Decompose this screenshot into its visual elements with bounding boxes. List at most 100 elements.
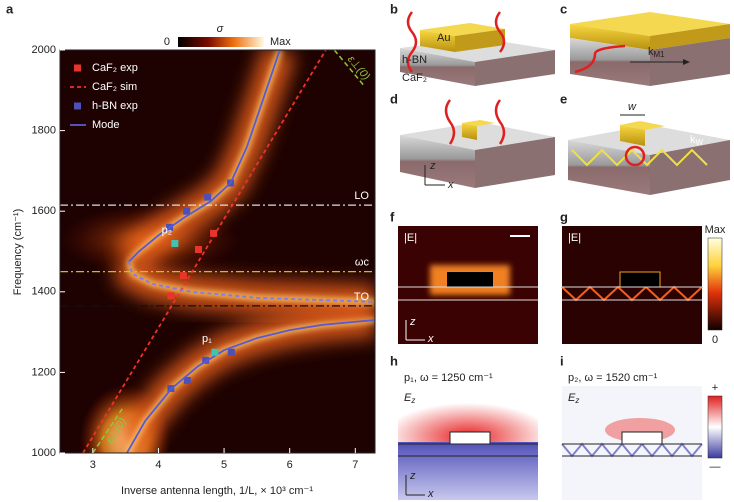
antenna-front [420, 30, 455, 52]
marker [179, 272, 187, 280]
field-e: E [568, 392, 576, 404]
slab-top [400, 122, 555, 150]
panel-label: h [390, 353, 398, 368]
legend-label: h-BN exp [92, 100, 138, 112]
slab-front [570, 38, 650, 86]
wavevector: kW [690, 134, 704, 147]
arrow-head [683, 59, 690, 65]
marker [211, 348, 219, 356]
point-label: p₁ [202, 333, 212, 345]
line [128, 261, 375, 303]
marker [183, 207, 191, 215]
axis-z: z [409, 316, 416, 328]
label-hbn: h-BN [402, 54, 427, 66]
marker [194, 245, 202, 253]
y-tick-label: 1400 [32, 286, 56, 298]
antenna [619, 271, 661, 288]
panel-label: a [6, 1, 14, 16]
slab-front [400, 48, 475, 86]
x-tick-label: 6 [287, 459, 293, 471]
marker [202, 356, 210, 364]
panel-label: e [560, 91, 567, 106]
panel-label: g [560, 209, 568, 224]
antenna [621, 431, 663, 445]
label-caf2: CaF₂ [402, 72, 427, 84]
field-loop [624, 145, 646, 167]
antenna-top [620, 121, 665, 130]
colorbar-min: 0 [712, 334, 718, 346]
field-sub: z [574, 396, 579, 405]
marker [171, 239, 179, 247]
antenna [449, 431, 491, 445]
y-tick-label: 2000 [32, 44, 56, 56]
antenna-side [455, 29, 505, 52]
axis-x: x [427, 488, 434, 500]
panel-title: p₂, ω = 1520 cm⁻¹ [568, 372, 658, 384]
y-tick-label: 1000 [32, 447, 56, 459]
y-tick-label: 1200 [32, 366, 56, 378]
slab-side [475, 137, 555, 188]
antenna-top [462, 120, 495, 126]
axis-x: x [427, 333, 434, 345]
field-sub: z [410, 396, 415, 405]
colorbar-min: 0 [164, 36, 170, 48]
legend-marker [74, 102, 81, 110]
x-tick-label: 3 [90, 459, 96, 471]
field-wave [494, 11, 506, 53]
legend-label: Mode [92, 119, 120, 131]
panel-label: i [560, 353, 564, 368]
point-label: p₂ [162, 224, 172, 236]
colorbar [707, 395, 723, 459]
y-axis-label: Frequency (cm⁻¹) [12, 209, 24, 296]
panel-label: f [390, 209, 395, 224]
legend-label: CaF₂ exp [92, 62, 138, 74]
wavevector-sub: M1 [654, 50, 666, 59]
wavevector: kM1 [648, 46, 665, 59]
antenna-front [570, 24, 650, 50]
axis-z: z [409, 470, 416, 482]
y-tick-label: 1600 [32, 205, 56, 217]
field-label: Ez [568, 392, 579, 405]
colorbar [178, 37, 264, 47]
marker [204, 193, 212, 201]
plot-area [60, 50, 375, 453]
colorbar-max: + [712, 382, 718, 394]
marker [167, 292, 175, 300]
panel-label: c [560, 1, 567, 16]
field-label: |E| [404, 232, 417, 244]
colorbar-label: σ [217, 23, 224, 35]
colorbar [707, 237, 723, 331]
antenna [447, 272, 493, 287]
legend-marker [74, 64, 81, 72]
axis-z: z [429, 160, 436, 172]
axis-x: x [447, 179, 454, 191]
marker [183, 376, 191, 384]
field-wave [406, 11, 418, 73]
field-label: Ez [404, 392, 415, 405]
colorbar-max: Max [705, 224, 726, 236]
wavevector-k: k [648, 46, 654, 58]
wavevector-sub: W [696, 138, 704, 147]
label-au: Au [437, 32, 450, 44]
field-map-bottom [398, 442, 538, 500]
field-wave [444, 99, 456, 145]
antenna-front [462, 123, 477, 140]
plot-frame [59, 49, 376, 454]
panel-title: p₁, ω = 1250 cm⁻¹ [404, 372, 493, 384]
guide-line [92, 408, 123, 453]
width-label: w [628, 101, 637, 113]
arrow [684, 111, 716, 129]
marker [210, 229, 218, 237]
line [82, 50, 327, 453]
antenna-front [620, 125, 645, 146]
reference-label: ωc [355, 257, 370, 269]
x-tick-label: 7 [352, 459, 358, 471]
slab-front [400, 135, 475, 188]
y-tick-label: 1800 [32, 125, 56, 137]
wavevector-k: k [690, 134, 696, 146]
x-tick-label: 4 [155, 459, 161, 471]
slab-top [568, 125, 730, 155]
antenna-side [650, 24, 730, 50]
zigzag-ray [571, 148, 708, 167]
